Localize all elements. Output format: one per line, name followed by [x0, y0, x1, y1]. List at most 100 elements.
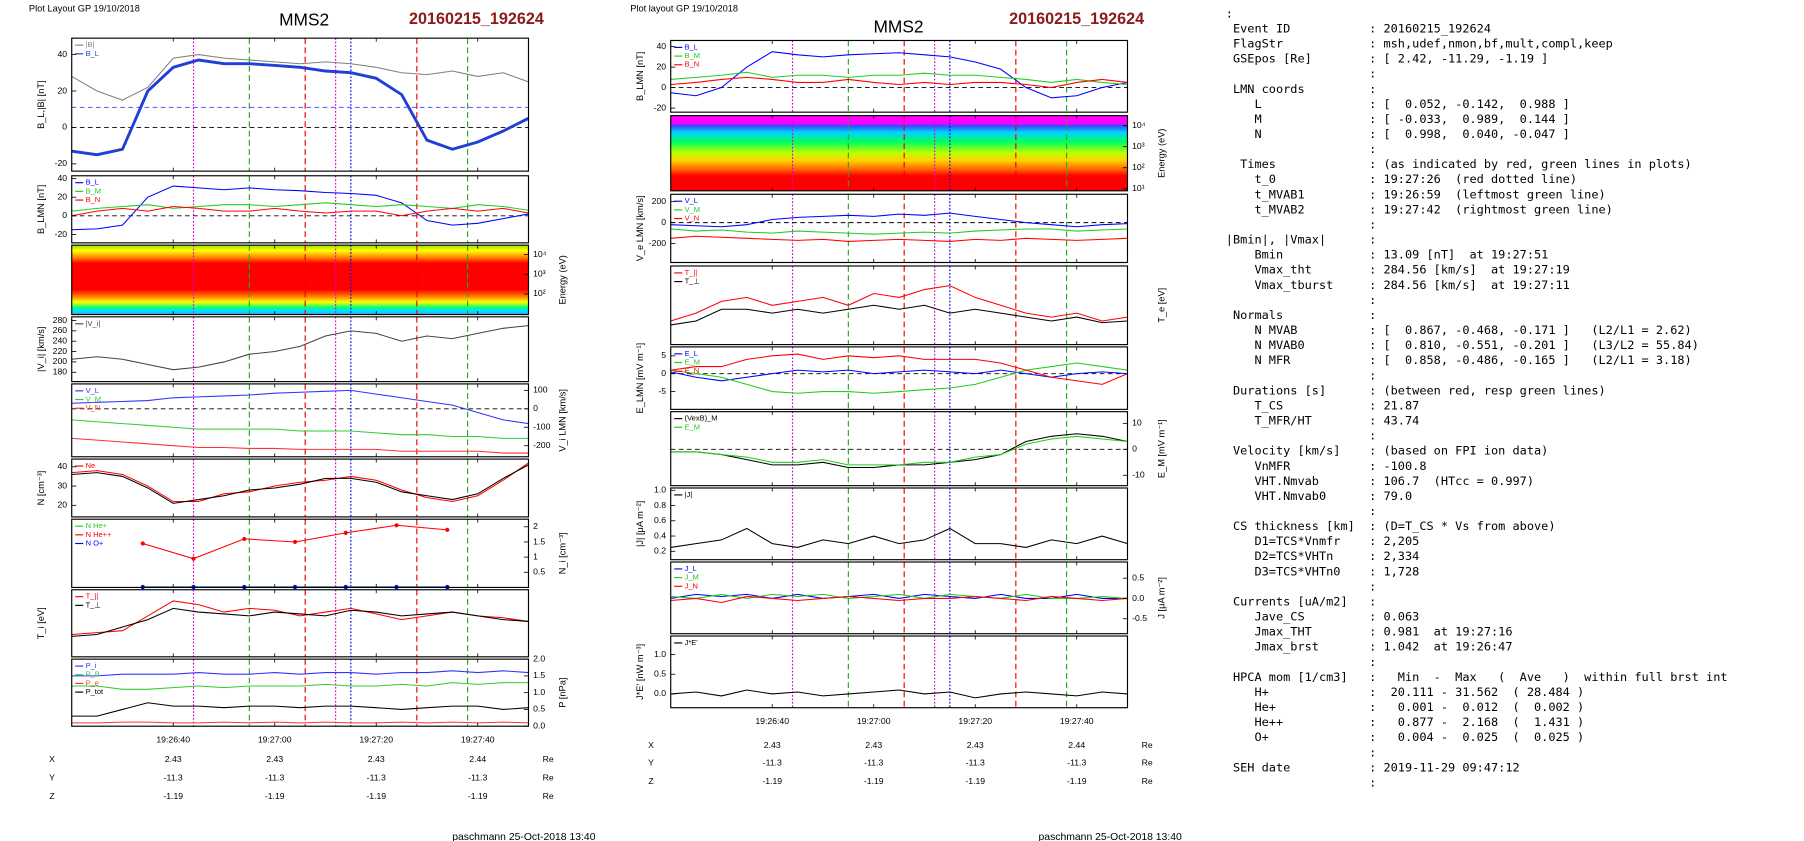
- y-axis-label: Energy (eV): [558, 255, 568, 304]
- series-line: [670, 71, 1128, 86]
- info-line: :: [1226, 655, 1377, 669]
- y-axis-label: B_L,|B| [nT]: [36, 80, 46, 129]
- x-tick-label: 19:27:20: [359, 734, 393, 744]
- series-line: [670, 689, 1128, 699]
- series-line: [71, 721, 529, 724]
- legend-label: B_N: [685, 60, 700, 69]
- y-tick-label: 0: [661, 82, 666, 92]
- y-tick-label: 1.0: [654, 649, 666, 659]
- series-line: [71, 389, 529, 425]
- panel-frame: [71, 518, 530, 589]
- y-axis-label: B_LMN [nT]: [36, 185, 46, 234]
- ephemeris-label: Z: [49, 791, 55, 801]
- ephemeris-value: -11.3: [468, 773, 487, 783]
- layout-header: Plot layout GP 19/10/2018: [630, 4, 738, 14]
- y-tick-label: -20: [654, 102, 667, 112]
- ephemeris-label: Z: [648, 776, 654, 786]
- y-tick-label: 10: [1132, 418, 1142, 428]
- y-tick-label: 20: [656, 61, 666, 71]
- info-line: He+ : 0.001 - 0.012 ( 0.002 ): [1226, 700, 1584, 714]
- y-tick-label: 0: [1132, 444, 1137, 454]
- y-tick-label: -5: [658, 386, 666, 396]
- x-tick-label: 19:27:00: [857, 716, 891, 726]
- info-line: Jave_CS : 0.063: [1226, 610, 1420, 624]
- series-line: [71, 462, 529, 503]
- info-line: D1=TCS*Vnmfr : 2,205: [1226, 534, 1420, 548]
- legend-label: P_B: [86, 670, 100, 679]
- y-tick-label: 0: [661, 217, 666, 227]
- ephemeris-value: -1.19: [762, 776, 782, 786]
- ephemeris-value: -11.3: [763, 758, 782, 768]
- info-line: :: [1226, 293, 1377, 307]
- y-axis-label: E_LMN [mV m⁻¹]: [635, 343, 645, 414]
- ephemeris-value: 2.43: [865, 740, 882, 750]
- info-line: :: [1226, 368, 1377, 382]
- figure-title: MMS2: [873, 16, 923, 36]
- spectrogram: [670, 115, 1128, 191]
- y-tick-label: 200: [53, 356, 68, 366]
- info-line: Normals :: [1226, 308, 1377, 322]
- ephemeris-value: 2.43: [368, 754, 385, 764]
- panel-frame: [71, 589, 530, 658]
- series-line: [670, 212, 1128, 228]
- legend-label: B_L: [86, 178, 99, 187]
- ephemeris-label: X: [648, 740, 654, 750]
- series-marker: [292, 539, 298, 545]
- y-tick-label: -20: [55, 158, 68, 168]
- legend-label: T_⊥: [86, 600, 102, 609]
- y-tick-label: -10: [1132, 470, 1145, 480]
- panel-frame: [670, 346, 1129, 410]
- y-tick-label: -100: [533, 422, 551, 432]
- y-tick-label: 180: [53, 367, 68, 377]
- y-tick-label: 1: [533, 551, 538, 561]
- info-line: |Bmin|, |Vmax| :: [1226, 233, 1377, 248]
- info-line: :: [1226, 504, 1377, 518]
- legend-label: J_N: [685, 581, 698, 590]
- y-tick-label: 0: [661, 368, 666, 378]
- y-tick-label: 10²: [533, 288, 546, 298]
- y-axis-label: T_e [eV]: [1157, 288, 1167, 323]
- event-id: 20160215_192624: [409, 10, 544, 28]
- panel-frame: [71, 383, 530, 458]
- ephemeris-value: 2.44: [1068, 740, 1085, 750]
- series-marker: [394, 523, 399, 528]
- legend-label: B_N: [86, 195, 101, 204]
- y-tick-label: 0.5: [1132, 572, 1144, 582]
- x-tick-label: 19:27:20: [958, 716, 992, 726]
- info-line: D2=TCS*VHTn : 2,334: [1226, 549, 1420, 563]
- info-line: N MVAB : [ 0.867, -0.468, -0.171 ] (L2/L…: [1226, 323, 1692, 337]
- info-line: Vmax_tburst : 284.56 [km/s] at 19:27:11: [1226, 278, 1570, 292]
- series-line: [71, 58, 530, 157]
- legend-label: B_M: [685, 51, 700, 60]
- y-tick-label: 1.0: [533, 687, 545, 697]
- info-line: :: [1226, 6, 1233, 20]
- info-line: SEH date : 2019-11-29 09:47:12: [1226, 760, 1520, 774]
- y-tick-label: 20: [57, 85, 67, 95]
- legend-label: B_M: [86, 186, 101, 195]
- series-line: [670, 353, 1128, 385]
- info-line: Velocity [km/s] : (based on FPI ion data…: [1226, 444, 1549, 458]
- y-tick-label: 0: [62, 210, 67, 220]
- series-line: [71, 185, 529, 231]
- panel-frame: [670, 115, 1129, 192]
- y-tick-label: 10⁴: [533, 249, 547, 259]
- legend-label: P_i: [86, 661, 97, 670]
- legend-label: |J|: [685, 490, 693, 499]
- ephemeris-value: -1.19: [864, 776, 884, 786]
- y-tick-label: 0.5: [533, 567, 545, 577]
- panel-frame: [670, 39, 1129, 113]
- info-line: VHT.Nmvab0 : 79.0: [1226, 489, 1412, 503]
- y-tick-label: 0.5: [654, 669, 666, 679]
- ephemeris-unit: Re: [543, 773, 554, 783]
- y-tick-label: 0.6: [654, 515, 666, 525]
- series-line: [670, 362, 1128, 394]
- ephemeris-value: -1.19: [366, 791, 386, 801]
- y-axis-label: N_i [cm⁻³]: [558, 532, 568, 574]
- y-tick-label: 0.0: [1132, 593, 1144, 603]
- y-axis-label: Energy (eV): [1157, 129, 1167, 178]
- legend-label: V_L: [685, 196, 698, 205]
- ephemeris-value: 2.43: [165, 754, 182, 764]
- info-line: Times : (as indicated by red, green line…: [1226, 157, 1692, 171]
- ephemeris-value: 2.43: [764, 740, 781, 750]
- info-line: Bmin : 13.09 [nT] at 19:27:51: [1226, 248, 1549, 262]
